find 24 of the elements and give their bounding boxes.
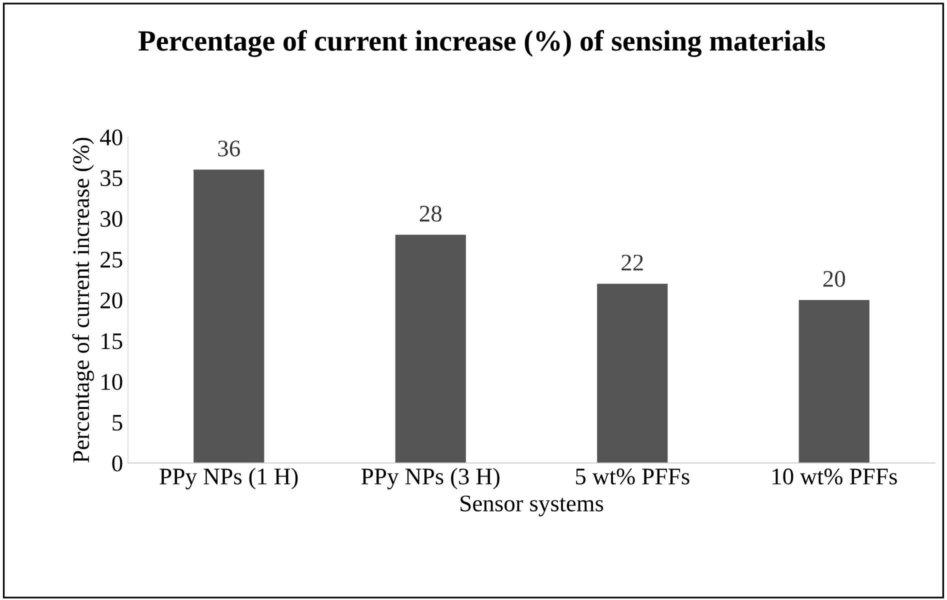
x-tick-label: PPy NPs (1 H): [160, 468, 298, 490]
y-tick-label: 0: [112, 455, 122, 472]
y-tick-label: 15: [102, 333, 122, 350]
x-tick-label: 10 wt% PFFs: [772, 468, 897, 485]
data-label: 20: [823, 270, 846, 287]
data-label: 28: [420, 206, 442, 222]
y-tick-label: 25: [100, 252, 122, 268]
chart-title: Percentage of current increase (%) of sensing materials: [138, 30, 826, 57]
data-label: 22: [622, 254, 643, 270]
y-tick-label: 5: [112, 414, 122, 431]
data-label: 36: [218, 140, 240, 156]
bar: [395, 234, 466, 463]
y-tick-label: 35: [100, 170, 122, 186]
bar: [597, 284, 668, 463]
y-tick-label: 30: [100, 210, 122, 227]
y-axis-title: Percentage of current increase (%): [72, 138, 94, 463]
y-tick-label: 10: [102, 374, 122, 390]
y-tick-label: 20: [100, 292, 122, 308]
y-tick-label: 40: [100, 129, 122, 146]
bar: [194, 170, 264, 463]
x-tick-label: 5 wt% PFFs: [576, 468, 690, 485]
bar: [798, 300, 870, 463]
x-axis-title: Sensor systems: [460, 496, 604, 516]
x-tick-label: PPy NPs (3 H): [361, 468, 500, 490]
